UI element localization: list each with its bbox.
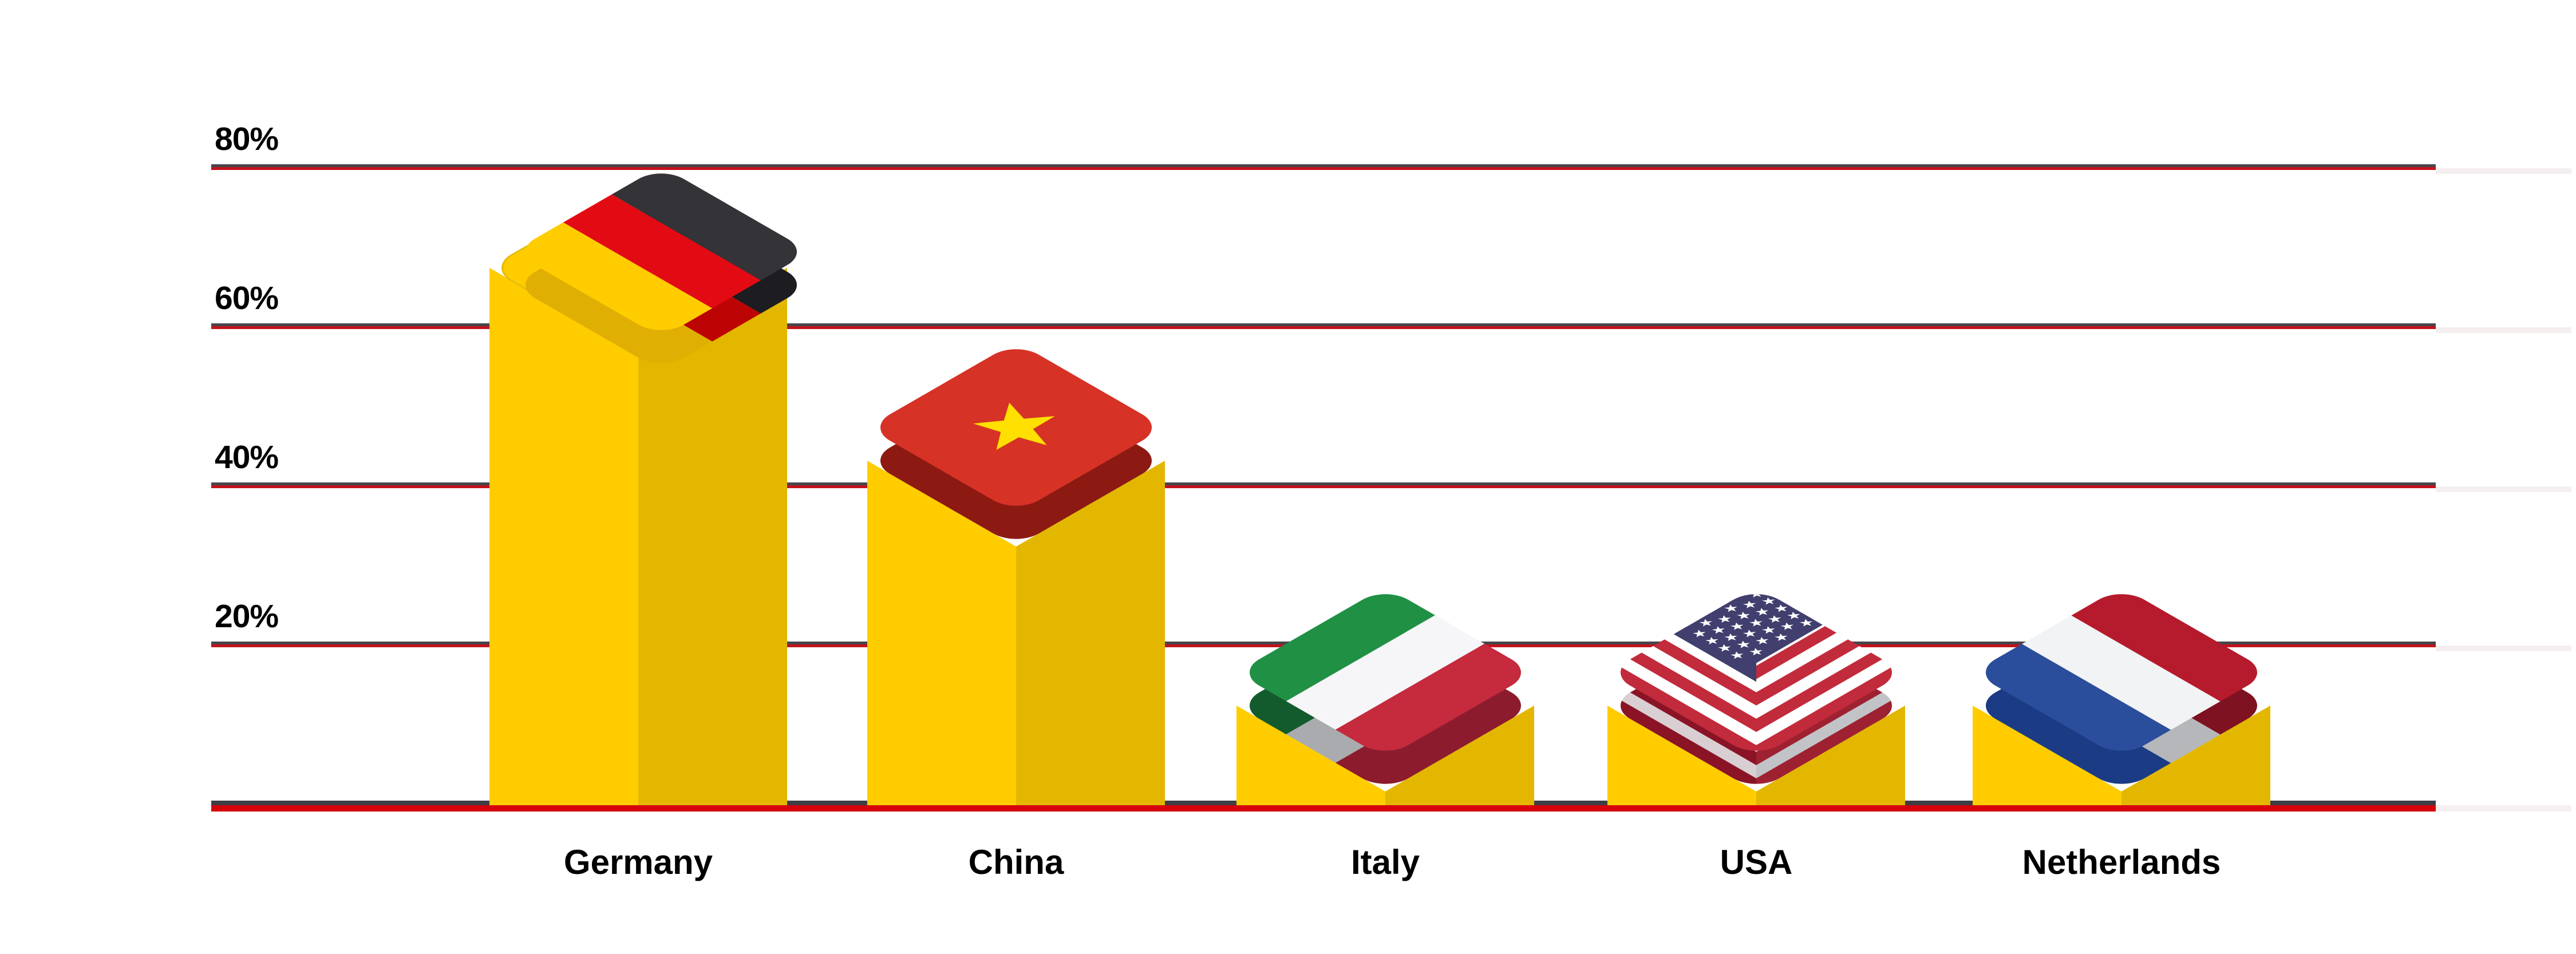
gridline-40-ghost [2436, 486, 2571, 492]
germany-flag-icon [512, 165, 811, 338]
bar-germany [489, 165, 811, 807]
germany-bar-left-face [489, 268, 638, 807]
gridline-60-ghost [2436, 327, 2571, 333]
netherlands-bar-left-face [1973, 706, 2121, 806]
xlabel-netherlands: Netherlands [2022, 843, 2221, 881]
italy-bar-left-face [1236, 706, 1385, 806]
xlabel-germany: Germany [563, 843, 713, 881]
gridline-80-red [211, 167, 2436, 170]
ytick-20: 20% [215, 598, 279, 635]
china-star-icon [973, 402, 1055, 450]
gridline-20-ghost [2436, 646, 2571, 651]
italy-flag-icon [1236, 586, 1535, 759]
bar-china [867, 341, 1165, 806]
gridline-80-dark [211, 164, 2436, 167]
italy-bar-right-face [1385, 706, 1534, 806]
china-bar-right-face [1016, 461, 1165, 806]
xlabel-italy: Italy [1350, 843, 1420, 881]
usa-bar-right-face [1756, 706, 1905, 806]
gridline-80-ghost [2436, 168, 2571, 174]
germany-bar-right-face [638, 268, 787, 807]
x-axis-baseline-ghost [2436, 805, 2571, 812]
netherlands-flag-icon [1972, 586, 2271, 759]
china-bar-left-face [867, 461, 1016, 806]
ytick-40: 40% [215, 439, 279, 476]
gridline-60-dark [211, 323, 2436, 326]
bar-usa [1607, 586, 1906, 806]
ytick-60: 60% [215, 280, 279, 316]
xlabel-usa: USA [1720, 843, 1793, 881]
gridline-40-dark [211, 482, 2436, 485]
netherlands-bar-right-face [2121, 706, 2270, 806]
ytick-80: 80% [215, 121, 279, 157]
gridline-60-red [211, 326, 2436, 329]
usa-bar-left-face [1607, 706, 1756, 806]
bar-netherlands [1972, 586, 2271, 806]
gridline-40-red [211, 485, 2436, 488]
usa-flag-icon [1607, 586, 1906, 759]
x-axis-baseline-red [211, 805, 2436, 812]
usa-canton [1673, 586, 1823, 682]
xlabel-china: China [968, 843, 1064, 881]
bar-italy [1236, 586, 1535, 806]
